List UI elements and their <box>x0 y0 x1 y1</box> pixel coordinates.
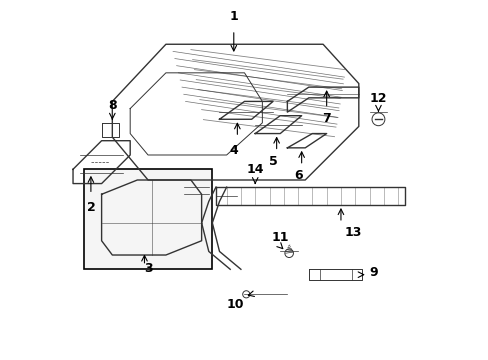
Text: 10: 10 <box>226 298 244 311</box>
Text: 2: 2 <box>86 202 95 215</box>
Text: 8: 8 <box>108 99 117 112</box>
Text: 9: 9 <box>369 266 377 279</box>
Text: 12: 12 <box>369 92 386 105</box>
Text: 4: 4 <box>229 144 238 157</box>
Text: 1: 1 <box>229 10 238 23</box>
Bar <box>83 169 212 269</box>
Text: 13: 13 <box>344 226 361 239</box>
Text: 5: 5 <box>268 155 277 168</box>
Text: 14: 14 <box>246 163 264 176</box>
Text: 11: 11 <box>271 231 288 244</box>
Text: 7: 7 <box>322 112 330 125</box>
Text: 6: 6 <box>293 169 302 182</box>
Text: 3: 3 <box>143 262 152 275</box>
